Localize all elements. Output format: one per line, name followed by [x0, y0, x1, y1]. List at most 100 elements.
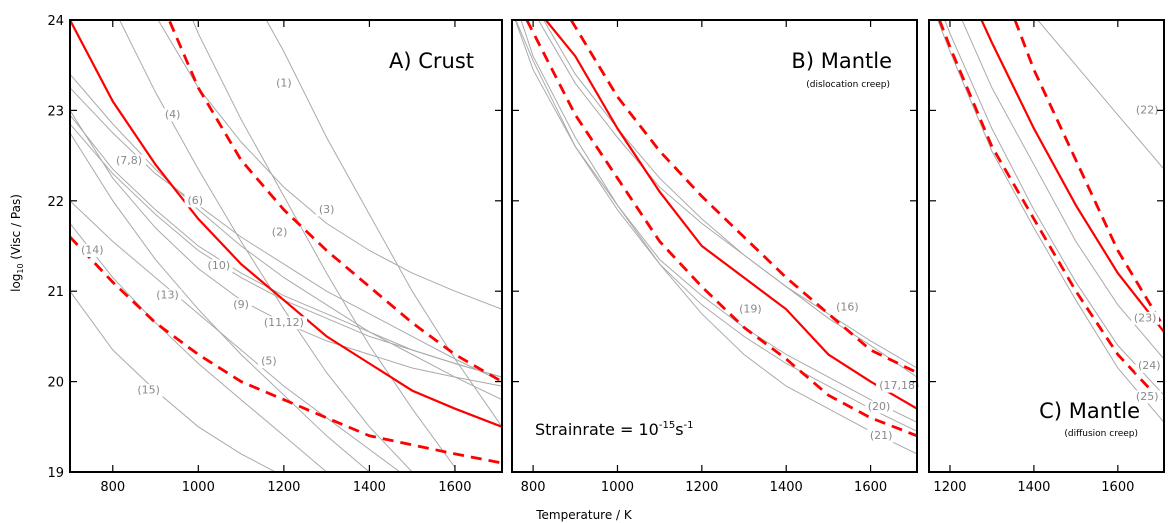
- x-tick-label: 1000: [601, 480, 634, 495]
- y-tick-label: 24: [47, 14, 64, 29]
- panel-letter: A): [389, 49, 418, 73]
- y-axis-label-rest: (Visc / Pas): [9, 194, 23, 263]
- curve-label: (19): [739, 302, 762, 315]
- x-tick-label: 1600: [1101, 480, 1134, 495]
- y-tick-label: 23: [47, 104, 64, 119]
- reference-curve: [192, 20, 456, 468]
- reference-curve: [537, 20, 917, 369]
- curve-label-bg: [230, 298, 252, 312]
- curve-label-bg: [260, 316, 308, 330]
- x-tick-label: 800: [100, 480, 125, 495]
- panel-frame: [511, 19, 918, 473]
- reference-curve: [520, 20, 917, 455]
- curve-label: (2): [272, 225, 288, 238]
- curve-label-bg: [78, 244, 107, 258]
- curve-label-bg: [876, 379, 923, 393]
- curve-label: (22): [1136, 103, 1159, 116]
- curve-label: (4): [165, 108, 181, 121]
- x-tick-label: 1600: [438, 480, 471, 495]
- panel-subtitle: (dislocation creep): [806, 80, 890, 90]
- panel-name: Crust: [418, 49, 474, 73]
- curve-label: (14): [81, 244, 104, 257]
- curve-label-bg: [204, 259, 233, 273]
- plot-area: [70, 20, 502, 472]
- curve-label-bg: [134, 384, 163, 398]
- red-dashed-curve: [167, 20, 502, 383]
- curve-label-bg: [867, 429, 896, 443]
- curve-label-bg: [315, 203, 338, 217]
- panel-title: C) Mantle: [1039, 399, 1140, 423]
- x-tick-label: 1000: [182, 480, 215, 495]
- panel-name: Mantle: [821, 49, 892, 73]
- panel-letter: B): [791, 49, 820, 73]
- curve-label-bg: [112, 154, 147, 168]
- red-dashed-curve: [1013, 20, 1164, 329]
- x-tick-label: 1200: [267, 480, 300, 495]
- reference-curve: [515, 20, 917, 432]
- y-tick-label: 22: [47, 195, 64, 210]
- reference-curve: [1037, 20, 1164, 170]
- x-tick-label: 1600: [854, 480, 887, 495]
- strainrate-unit-exponent: -1: [684, 420, 694, 431]
- reference-curve: [543, 20, 917, 378]
- reference-curve: [944, 20, 1164, 396]
- curve-label: (16): [836, 300, 859, 313]
- curve-label: (7,8): [116, 154, 142, 167]
- strainrate-exponent: -15: [659, 420, 675, 431]
- reference-curve: [70, 290, 277, 472]
- panel-subtitle: (diffusion creep): [1064, 429, 1138, 439]
- curve-label-bg: [153, 289, 182, 303]
- panel-name: Mantle: [1069, 399, 1140, 423]
- panel-letter: C): [1039, 399, 1069, 423]
- red-dashed-curve: [938, 20, 1164, 406]
- panel-title: B) Mantle: [791, 49, 892, 73]
- red-dashed-curve: [525, 20, 917, 438]
- y-axis-label-main: log: [9, 274, 23, 292]
- reference-curve: [70, 223, 327, 472]
- curve-label-bg: [184, 194, 207, 208]
- curve-label: (11,12): [264, 316, 304, 329]
- curve-label: (23): [1134, 311, 1157, 324]
- curve-label: (13): [156, 289, 179, 302]
- curve-label-bg: [273, 76, 295, 90]
- y-tick-label: 21: [47, 285, 64, 300]
- x-axis-label: Temperature / K: [535, 508, 633, 522]
- panel-1: (1) (2) (3) (4) (7,8) (6) (10) (11,12) (9) (13) (5…: [47, 14, 503, 495]
- x-tick-label: 1400: [1017, 480, 1050, 495]
- panel-2: (16) (17,18) (19) (20) (21) B) Mantle (disloca…: [511, 19, 923, 495]
- curve-label-bg: [1135, 359, 1164, 373]
- red-dashed-curve: [569, 20, 917, 374]
- reference-curve: [514, 20, 917, 423]
- curve-label: (21): [870, 429, 893, 442]
- curve-label-bg: [833, 300, 862, 314]
- panel-title: A) Crust: [389, 49, 474, 73]
- curve-label-bg: [1131, 311, 1160, 325]
- x-tick-label: 1400: [770, 480, 803, 495]
- panel-frame: [928, 19, 1165, 473]
- red-solid-curve: [70, 20, 502, 428]
- curve-label: (17,18): [879, 379, 919, 392]
- curve-label-bg: [736, 302, 765, 316]
- strainrate-prefix: Strainrate = 10: [535, 420, 659, 439]
- curve-label: (1): [276, 76, 292, 89]
- curve-label: (5): [261, 355, 277, 368]
- curve-label-bg: [865, 400, 893, 414]
- reference-curve: [70, 200, 401, 472]
- panel-frame: [69, 19, 503, 473]
- strainrate-unit: s: [675, 420, 683, 439]
- curve-label: (24): [1138, 359, 1161, 372]
- y-axis-label: log10 (Visc / Pas): [9, 194, 25, 292]
- reference-curve: [70, 114, 502, 378]
- reference-curve: [157, 20, 502, 310]
- curve-label: (10): [208, 259, 231, 272]
- x-tick-label: 1400: [353, 480, 386, 495]
- x-tick-label: 1200: [933, 480, 966, 495]
- x-tick-label: 1200: [685, 480, 718, 495]
- curve-label-bg: [258, 355, 280, 369]
- x-tick-label: 800: [521, 480, 546, 495]
- reference-curve: [119, 20, 413, 472]
- reference-curve: [70, 73, 502, 401]
- y-axis-label-sub: 10: [16, 263, 25, 273]
- y-tick-label: 19: [47, 466, 64, 481]
- plot-area: [514, 20, 917, 455]
